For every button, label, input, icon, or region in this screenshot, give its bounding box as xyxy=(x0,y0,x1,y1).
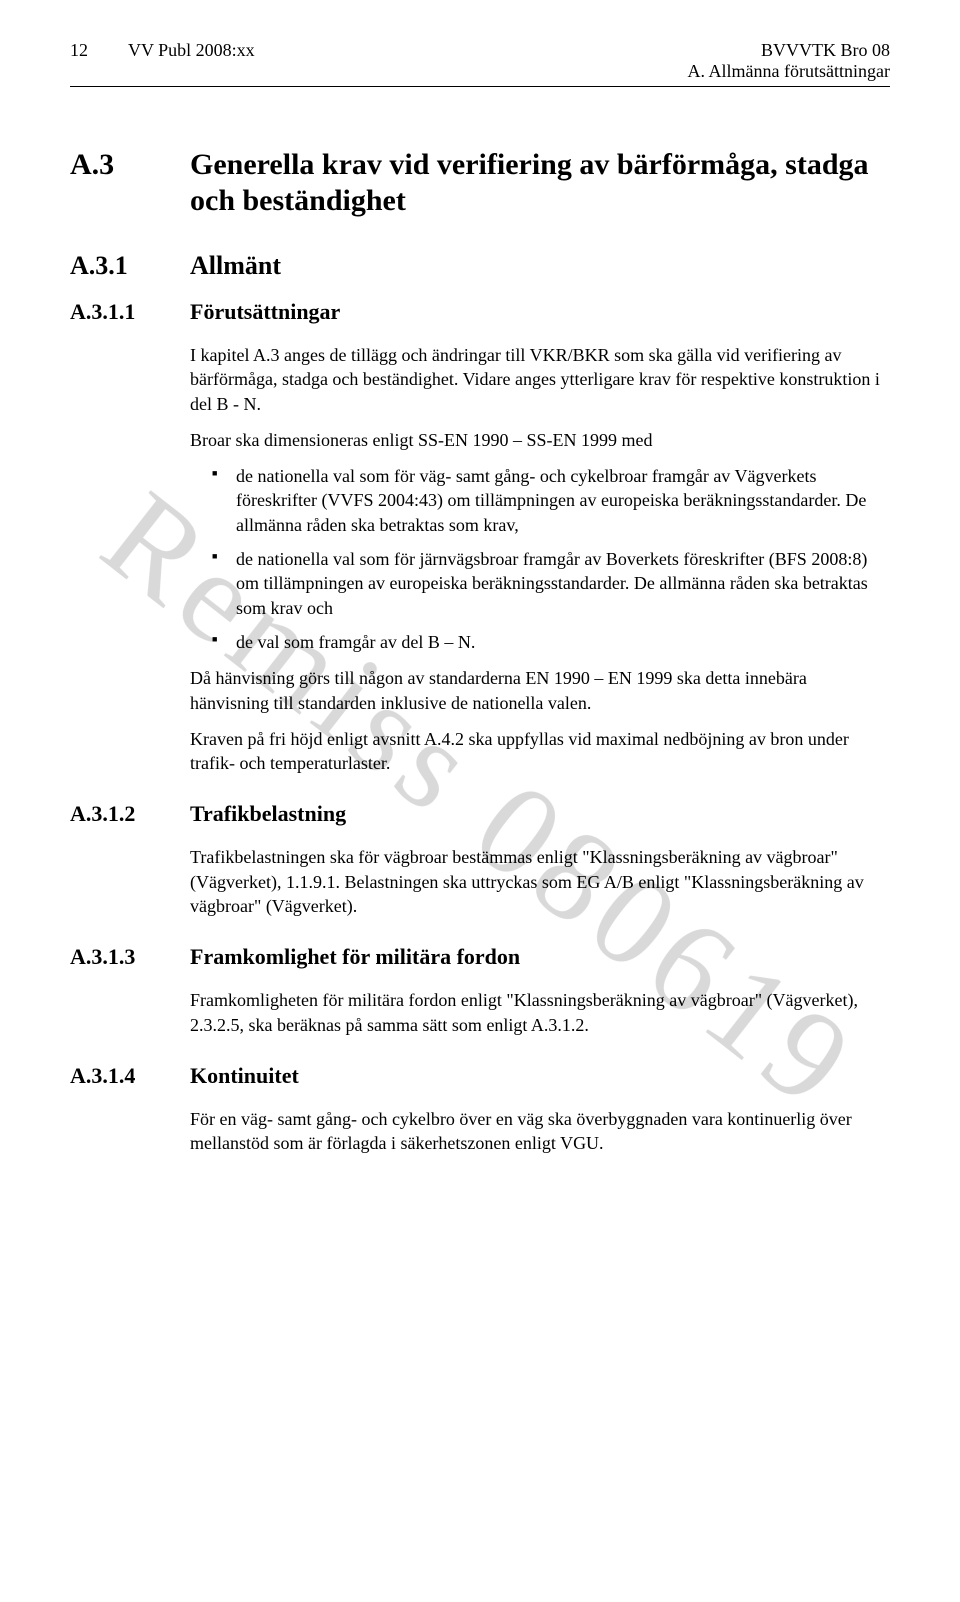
header-doc-code: BVVVTK Bro 08 xyxy=(688,40,890,61)
section-a314-body: För en väg- samt gång- och cykelbro över… xyxy=(190,1107,890,1156)
section-title: Allmänt xyxy=(190,251,281,281)
page-number: 12 xyxy=(70,40,88,82)
section-title: Generella krav vid verifiering av bärför… xyxy=(190,147,890,219)
section-number: A.3 xyxy=(70,148,190,182)
section-a314-heading: A.3.1.4 Kontinuitet xyxy=(70,1063,890,1089)
list-item: de nationella val som för järnvägsbroar … xyxy=(218,547,890,620)
section-number: A.3.1.1 xyxy=(70,299,190,325)
section-a312-heading: A.3.1.2 Trafikbelastning xyxy=(70,801,890,827)
section-number: A.3.1.3 xyxy=(70,944,190,970)
section-number: A.3.1 xyxy=(70,251,190,281)
page: 12 VV Publ 2008:xx BVVVTK Bro 08 A. Allm… xyxy=(0,0,960,1218)
section-a31-heading: A.3.1 Allmänt xyxy=(70,251,890,281)
section-title: Förutsättningar xyxy=(190,299,340,325)
list-item: de val som framgår av del B – N. xyxy=(218,630,890,654)
paragraph: Kraven på fri höjd enligt avsnitt A.4.2 … xyxy=(190,727,890,776)
section-a311-heading: A.3.1.1 Förutsättningar xyxy=(70,299,890,325)
section-a313-heading: A.3.1.3 Framkomlighet för militära fordo… xyxy=(70,944,890,970)
paragraph: Framkomligheten för militära fordon enli… xyxy=(190,988,890,1037)
section-a311-body: I kapitel A.3 anges de tillägg och ändri… xyxy=(190,343,890,775)
paragraph: I kapitel A.3 anges de tillägg och ändri… xyxy=(190,343,890,416)
running-header: 12 VV Publ 2008:xx BVVVTK Bro 08 A. Allm… xyxy=(70,40,890,87)
section-title: Kontinuitet xyxy=(190,1063,299,1089)
bullet-list: de nationella val som för väg- samt gång… xyxy=(190,464,890,654)
list-item: de nationella val som för väg- samt gång… xyxy=(218,464,890,537)
header-chapter: A. Allmänna förutsättningar xyxy=(688,61,890,82)
section-number: A.3.1.2 xyxy=(70,801,190,827)
paragraph: Broar ska dimensioneras enligt SS-EN 199… xyxy=(190,428,890,452)
section-title: Trafikbelastning xyxy=(190,801,346,827)
paragraph: Trafikbelastningen ska för vägbroar best… xyxy=(190,845,890,918)
section-a313-body: Framkomligheten för militära fordon enli… xyxy=(190,988,890,1037)
section-title: Framkomlighet för militära fordon xyxy=(190,944,520,970)
publication-id: VV Publ 2008:xx xyxy=(128,40,255,82)
section-number: A.3.1.4 xyxy=(70,1063,190,1089)
section-a3-heading: A.3 Generella krav vid verifiering av bä… xyxy=(70,147,890,219)
paragraph: Då hänvisning görs till någon av standar… xyxy=(190,666,890,715)
paragraph: För en väg- samt gång- och cykelbro över… xyxy=(190,1107,890,1156)
section-a312-body: Trafikbelastningen ska för vägbroar best… xyxy=(190,845,890,918)
